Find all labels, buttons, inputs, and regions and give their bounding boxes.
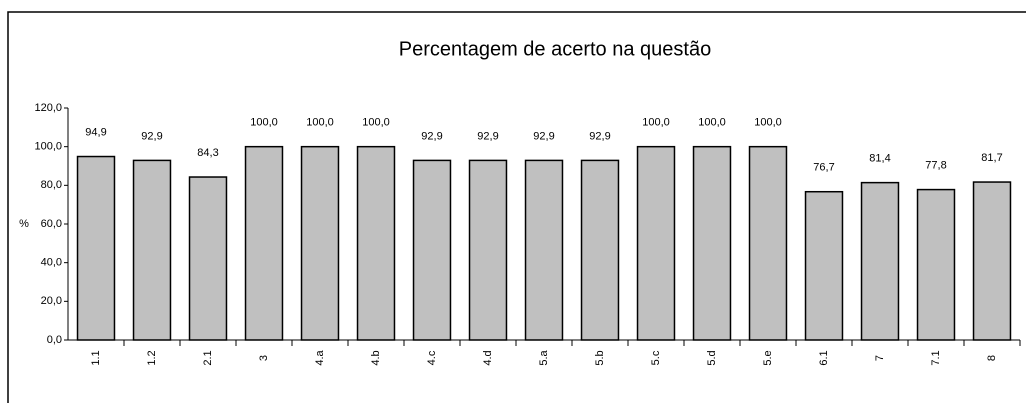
value-label: 94,9 bbox=[85, 126, 106, 138]
chart-title: Percentagem de acerto na questão bbox=[399, 38, 711, 60]
x-tick-label: 4.c bbox=[426, 350, 438, 365]
value-label: 81,4 bbox=[869, 153, 890, 165]
bar bbox=[132, 159, 172, 341]
x-tick-label: 5.b bbox=[594, 350, 606, 365]
x-tick-label: 3 bbox=[258, 355, 270, 361]
chart-frame bbox=[7, 11, 1026, 403]
bar bbox=[244, 145, 284, 341]
y-tick-label: 100,0 bbox=[34, 141, 62, 153]
x-tick-label: 5.d bbox=[706, 350, 718, 365]
bar bbox=[804, 190, 844, 341]
value-label: 100,0 bbox=[642, 117, 670, 129]
bar bbox=[300, 145, 340, 341]
x-tick-label: 7.1 bbox=[930, 350, 942, 365]
x-tick-label: 4.d bbox=[482, 350, 494, 365]
bar bbox=[524, 159, 564, 341]
value-label: 92,9 bbox=[477, 130, 498, 142]
value-label: 81,7 bbox=[981, 152, 1002, 164]
value-label: 92,9 bbox=[533, 130, 554, 142]
bar bbox=[412, 159, 452, 341]
x-tick-label: 2.1 bbox=[202, 350, 214, 365]
bar bbox=[468, 159, 508, 341]
bar bbox=[76, 155, 116, 341]
value-label: 100,0 bbox=[754, 117, 782, 129]
bar bbox=[580, 159, 620, 341]
x-tick-label: 7 bbox=[874, 355, 886, 361]
bar bbox=[636, 145, 676, 341]
value-label: 100,0 bbox=[250, 117, 278, 129]
value-label: 92,9 bbox=[421, 130, 442, 142]
value-label: 84,3 bbox=[197, 147, 218, 159]
bar bbox=[188, 176, 228, 341]
y-tick-label: 0,0 bbox=[47, 334, 62, 346]
bar bbox=[972, 181, 1012, 341]
x-tick-label: 6.1 bbox=[818, 350, 830, 365]
x-tick-label: 1.1 bbox=[90, 350, 102, 365]
bar bbox=[692, 145, 732, 341]
value-label: 92,9 bbox=[141, 130, 162, 142]
value-label: 76,7 bbox=[813, 162, 834, 174]
value-label: 100,0 bbox=[306, 117, 334, 129]
x-tick-label: 4.a bbox=[314, 349, 326, 365]
y-axis-label: % bbox=[19, 218, 29, 230]
x-tick-label: 5.c bbox=[650, 350, 662, 365]
bar bbox=[916, 188, 956, 341]
x-tick-label: 1.2 bbox=[146, 350, 158, 365]
y-tick-label: 20,0 bbox=[41, 295, 62, 307]
bar bbox=[860, 181, 900, 341]
value-label: 92,9 bbox=[589, 130, 610, 142]
x-tick-label: 5.e bbox=[762, 350, 774, 365]
bar bbox=[748, 145, 788, 341]
x-tick-label: 5.a bbox=[538, 349, 550, 365]
value-label: 100,0 bbox=[362, 117, 390, 129]
value-label: 77,8 bbox=[925, 159, 946, 171]
y-tick-label: 80,0 bbox=[41, 179, 62, 191]
y-tick-label: 40,0 bbox=[41, 257, 62, 269]
value-label: 100,0 bbox=[698, 117, 726, 129]
y-tick-label: 120,0 bbox=[34, 102, 62, 114]
y-tick-label: 60,0 bbox=[41, 218, 62, 230]
bar bbox=[356, 145, 396, 341]
x-tick-label: 4.b bbox=[370, 350, 382, 365]
x-tick-label: 8 bbox=[986, 355, 998, 361]
